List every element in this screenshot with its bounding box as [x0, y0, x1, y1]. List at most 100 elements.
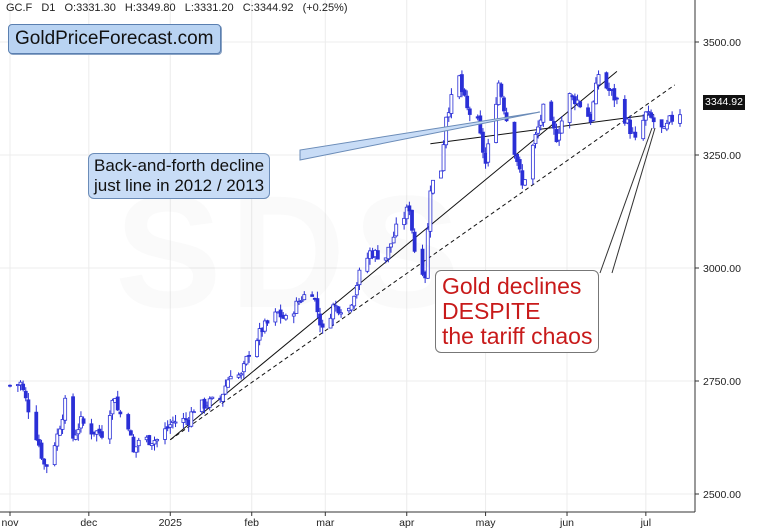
- candle-body: [641, 119, 646, 140]
- interval-label: D1: [41, 2, 56, 14]
- x-tick-label: may: [476, 517, 497, 529]
- symbol-label: GC.F: [6, 2, 33, 14]
- candle-body: [333, 305, 338, 308]
- candle-body: [604, 72, 609, 89]
- candle-body: [265, 320, 270, 324]
- candle-body: [586, 107, 590, 117]
- candle-body: [81, 418, 86, 424]
- candle-body: [21, 383, 26, 391]
- candle-body: [365, 257, 370, 272]
- brand-logo: GoldPriceForecast.com: [8, 24, 221, 54]
- candle-body: [594, 82, 598, 105]
- candle-body: [567, 93, 572, 123]
- candle-body: [236, 374, 241, 378]
- candle-body: [241, 363, 246, 373]
- candle-body: [651, 117, 656, 123]
- solid-trendline: [169, 70, 618, 441]
- candle-body: [315, 298, 320, 313]
- candle-body: [386, 246, 391, 260]
- candle-body: [97, 428, 102, 434]
- candle-body: [536, 126, 541, 134]
- candle-body: [107, 415, 112, 440]
- candle-body: [39, 442, 44, 459]
- candle-body: [297, 301, 301, 304]
- x-tick-label: feb: [244, 517, 259, 529]
- candle-body: [670, 114, 675, 122]
- candle-body: [557, 132, 562, 141]
- candle-body: [89, 423, 94, 435]
- candle-body: [226, 379, 230, 388]
- candle-body: [207, 398, 212, 408]
- candle-body: [331, 304, 336, 320]
- candle-body: [152, 440, 157, 445]
- candle-body: [439, 170, 443, 179]
- candle-body: [391, 236, 396, 244]
- candle-body: [591, 101, 596, 121]
- candle-body: [126, 414, 131, 430]
- x-tick-label: jun: [559, 517, 574, 529]
- candle-body: [462, 89, 467, 96]
- candle-body: [110, 399, 115, 415]
- candle-body: [63, 397, 68, 421]
- candle-body: [291, 313, 296, 317]
- candle-body: [460, 74, 464, 93]
- candle-body: [136, 439, 141, 447]
- candle-body: [559, 120, 564, 134]
- candle-body: [168, 424, 173, 428]
- candle-body: [352, 295, 357, 307]
- candle-body: [147, 435, 152, 446]
- candle-body: [73, 434, 78, 440]
- low-value: L:3331.20: [184, 2, 234, 14]
- candle-body: [339, 312, 343, 315]
- candle-body: [257, 328, 262, 341]
- candle-body: [596, 74, 601, 86]
- candle-body: [678, 114, 682, 124]
- candle-body: [163, 428, 167, 440]
- candle-body: [76, 429, 81, 435]
- candle-body: [628, 119, 632, 135]
- solid-trendline: [430, 113, 654, 145]
- candle-body: [512, 121, 517, 155]
- candle-body: [134, 446, 139, 453]
- candle-body: [412, 231, 417, 252]
- callout-backforth: Back-and-forth decline just line in 2012…: [88, 153, 271, 199]
- candle-body: [58, 428, 62, 436]
- candle-body: [52, 445, 57, 466]
- candle-body: [428, 190, 433, 232]
- candle-body: [481, 131, 485, 153]
- candle-body: [407, 205, 412, 212]
- candle-body: [149, 443, 154, 447]
- ohlc-header: GC.F D1 O:3331.30 H:3349.80 L:3331.20 C:…: [6, 2, 354, 14]
- candle-body: [26, 399, 31, 413]
- candle-body: [441, 144, 446, 172]
- close-value: C:3344.92: [242, 2, 294, 14]
- candle-body: [375, 250, 380, 260]
- candle-body: [425, 228, 430, 279]
- candle-body: [228, 375, 233, 380]
- candle-body: [502, 97, 506, 112]
- y-tick-label: 2500.00: [703, 489, 741, 501]
- candle-body: [533, 134, 538, 144]
- candle-body: [55, 433, 60, 447]
- x-tick-label: 2025: [159, 517, 183, 529]
- last-price-tag: 3344.92: [703, 95, 745, 110]
- high-value: H:3349.80: [124, 2, 176, 14]
- candle-body: [354, 285, 359, 296]
- candle-body: [278, 309, 283, 318]
- candle-body: [118, 411, 123, 415]
- candle-body: [517, 159, 522, 170]
- candle-body: [131, 436, 136, 453]
- candle-body: [549, 101, 554, 121]
- candle-body: [486, 143, 491, 163]
- candle-body: [649, 112, 653, 118]
- candle-body: [18, 381, 23, 386]
- candle-body: [499, 83, 504, 97]
- change-value: (+0.25%): [302, 2, 348, 14]
- y-tick-label: 3000.00: [703, 263, 741, 275]
- candle-body: [71, 396, 75, 439]
- candle-body: [551, 121, 556, 129]
- candle-body: [23, 390, 28, 399]
- candle-body: [320, 323, 325, 328]
- candle-body: [273, 311, 278, 323]
